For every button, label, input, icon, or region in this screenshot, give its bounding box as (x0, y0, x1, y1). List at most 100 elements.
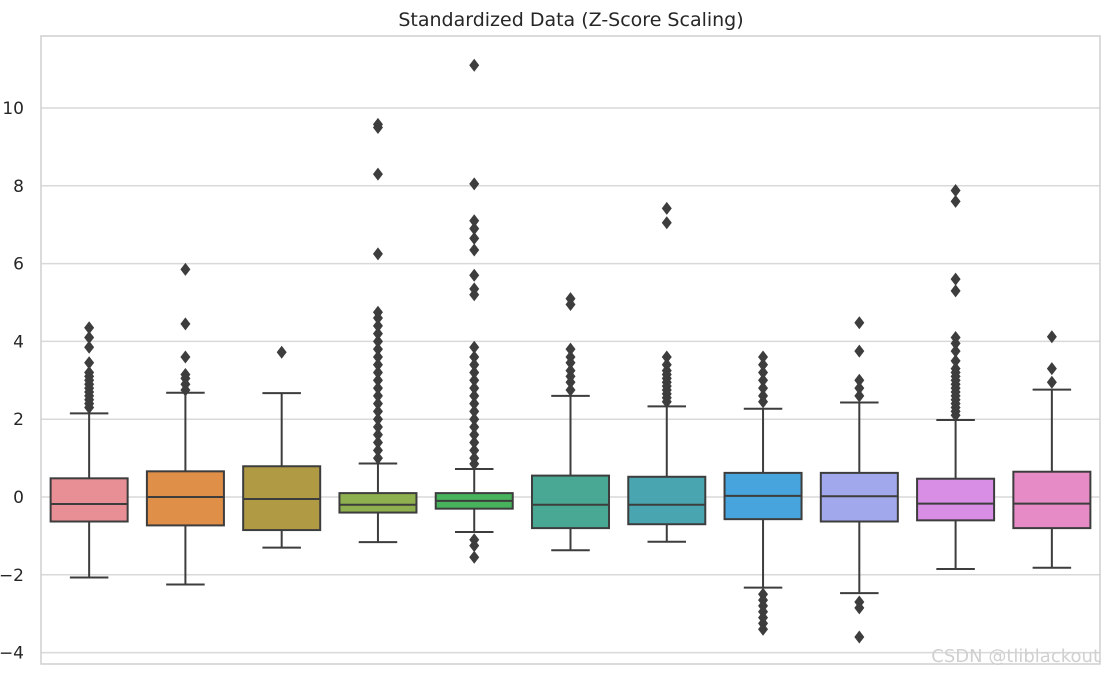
box-group (1012, 330, 1092, 569)
outlier-point (1046, 330, 1057, 344)
outlier-point (180, 367, 191, 381)
box-group (627, 201, 707, 543)
outlier-point (372, 342, 383, 356)
box (916, 477, 996, 522)
outlier-point (469, 397, 480, 411)
boxes (49, 58, 1092, 644)
box-group (434, 58, 514, 564)
box-group (916, 183, 996, 570)
outlier-point (469, 243, 480, 257)
box (627, 475, 707, 526)
box (145, 470, 225, 527)
outlier-point (84, 340, 95, 354)
plot-frame (40, 35, 1101, 665)
outlier-point (854, 389, 865, 403)
outlier-point (854, 316, 865, 330)
y-tick-label: 2 (13, 410, 24, 430)
outlier-point (372, 412, 383, 426)
box (530, 474, 611, 530)
outlier-point (469, 358, 480, 372)
y-tick-label: 8 (13, 177, 24, 197)
outlier-point (758, 358, 769, 372)
box (49, 477, 129, 523)
outlier-point (276, 345, 287, 359)
outlier-point (565, 342, 576, 356)
watermark: CSDN @tliblackout (931, 646, 1100, 667)
outlier-point (661, 201, 672, 215)
outlier-point (469, 340, 480, 354)
box-group (242, 345, 322, 549)
outlier-point (372, 319, 383, 333)
outlier-point (469, 451, 480, 465)
outlier-point (372, 334, 383, 348)
outlier-point (950, 344, 961, 358)
outlier-point (372, 305, 383, 319)
box (338, 492, 418, 514)
outlier-point (565, 383, 576, 397)
y-tick-label: −2 (0, 566, 24, 586)
box-group (145, 262, 225, 586)
outlier-point (469, 428, 480, 442)
outlier-point (565, 350, 576, 364)
y-tick-label: 4 (13, 332, 24, 352)
outlier-point (469, 412, 480, 426)
outlier-point (950, 354, 961, 368)
outlier-point (469, 443, 480, 457)
outlier-point (84, 321, 95, 335)
outlier-point (469, 222, 480, 236)
outlier-point (372, 247, 383, 261)
outlier-point (1046, 362, 1057, 376)
outlier-point (469, 282, 480, 296)
outlier-point (372, 366, 383, 380)
outlier-point (469, 350, 480, 364)
y-tick-label: 10 (2, 99, 24, 119)
outlier-point (372, 167, 383, 181)
outlier-point (565, 364, 576, 378)
outlier-point (180, 350, 191, 364)
outlier-point (372, 436, 383, 450)
outlier-point (180, 317, 191, 331)
box-group (530, 292, 611, 552)
outlier-point (950, 183, 961, 197)
outlier-point (372, 117, 383, 131)
outlier-point (372, 373, 383, 387)
outlier-point (758, 350, 769, 364)
outlier-point (469, 381, 480, 395)
outlier-point (469, 58, 480, 72)
box (1012, 470, 1092, 530)
outlier-point (372, 404, 383, 418)
y-tick-label: −4 (0, 644, 24, 664)
outlier-point (661, 216, 672, 230)
outlier-point (469, 268, 480, 282)
outlier-point (469, 550, 480, 564)
outlier-point (372, 443, 383, 457)
outlier-point (84, 366, 95, 380)
outlier-point (661, 350, 672, 364)
outlier-point (469, 214, 480, 228)
outlier-point (758, 373, 769, 387)
outlier-point (84, 331, 95, 345)
outlier-point (372, 420, 383, 434)
outlier-point (372, 327, 383, 341)
outlier-point (854, 381, 865, 395)
outlier-point (372, 389, 383, 403)
outlier-point (1046, 375, 1057, 389)
outlier-point (372, 381, 383, 395)
outlier-point (950, 331, 961, 345)
outlier-point (469, 389, 480, 403)
outlier-point (950, 284, 961, 298)
outlier-point (372, 397, 383, 411)
outlier-point (565, 292, 576, 306)
outlier-point (950, 194, 961, 208)
outlier-point (758, 366, 769, 380)
outlier-point (469, 366, 480, 380)
outlier-point (854, 373, 865, 387)
outlier-point (469, 177, 480, 191)
outlier-point (469, 373, 480, 387)
box-group (723, 350, 803, 636)
y-axis-ticks: −4 −2 0 2 4 6 8 10 (0, 99, 24, 664)
outlier-point (854, 630, 865, 644)
outlier-point (854, 344, 865, 358)
chart-title: Standardized Data (Z-Score Scaling) (398, 9, 743, 31)
